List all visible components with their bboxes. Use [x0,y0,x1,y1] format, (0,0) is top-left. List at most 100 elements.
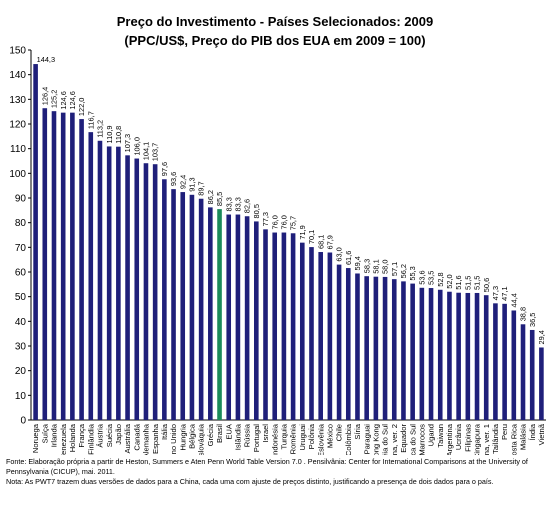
category-label: Equador [399,424,408,453]
category-label: Indonésia [270,423,279,455]
category-label: Marrocos [417,424,426,455]
y-tick-label: 110 [10,144,26,155]
bar [70,112,75,421]
value-label: 85,5 [215,192,224,206]
bar [502,303,507,420]
value-label: 104,1 [142,142,151,161]
y-tick-label: 10 [15,391,27,402]
bar [465,292,471,420]
bar [180,192,186,420]
category-label: Romênia [289,423,298,454]
value-label: 71,9 [298,225,307,239]
category-label: Islândia [234,423,243,450]
bar [483,295,489,420]
bar [419,287,425,420]
value-label: 110,8 [114,126,123,144]
value-label: 122,0 [77,98,86,117]
category-label: Eslovênia [316,423,325,455]
category-label: China, ver. 1 [482,424,491,455]
bar [401,281,406,420]
value-label: 51,6 [454,275,463,289]
category-label: Finlândia [86,423,95,455]
bar [208,207,213,420]
bar [364,276,369,420]
value-label: 86,2 [206,190,215,204]
value-label: 83,3 [224,197,233,211]
category-label: Itália [160,423,169,440]
category-label: Índia [528,423,537,440]
bar [391,279,397,420]
value-label: 53,6 [417,270,426,284]
category-label: Polônia [307,423,316,449]
y-tick-label: 30 [15,342,27,353]
category-label: Peru [500,424,509,440]
value-label: 91,3 [188,177,197,191]
y-tick-label: 120 [9,120,26,131]
y-tick-label: 150 [9,46,26,57]
value-label: 36,5 [528,313,537,327]
bar [520,324,526,420]
value-label: 110,9 [105,125,114,143]
bar [143,163,149,420]
value-label: 125,2 [50,90,59,109]
value-label: 126,4 [40,87,49,106]
bar [529,329,535,420]
category-label: Ugand [427,424,436,446]
bar [263,229,268,420]
bar [235,214,241,420]
y-tick-label: 70 [15,243,27,254]
value-label: 113,2 [96,120,105,138]
chart-subtitle: (PPC/US$, Preço do PIB dos EUA em 2009 =… [124,33,426,48]
category-label: Coréia do Sul [381,424,390,455]
bar [318,252,323,420]
value-label: 58,1 [371,259,380,273]
category-label: Noruega [31,423,40,453]
y-tick-label: 90 [15,194,27,205]
category-label: Uruguai [298,424,307,451]
bar [474,292,480,420]
category-label: Austrália [123,423,132,453]
category-label: África do Sul [408,424,417,455]
bar [493,303,498,420]
category-label: Vietnã [537,423,546,445]
value-label: 93,6 [169,172,178,186]
bar [281,232,287,420]
bar [189,194,195,420]
bar [272,232,278,420]
bar [410,283,415,420]
bar [42,108,48,421]
category-label: Filipinas [463,424,472,452]
bar [254,221,259,420]
category-label: México [325,424,334,448]
value-label: 68,1 [316,235,325,249]
value-label: 76,0 [280,215,289,229]
value-label: 144,3 [37,55,56,64]
y-tick-label: 40 [15,317,27,328]
bar [299,242,305,420]
category-label: Suécia [105,423,114,447]
bar [437,289,443,420]
category-label: Rússia [243,423,252,447]
bar [33,64,38,420]
value-label: 47,1 [500,286,509,300]
category-label: Síria [353,423,362,439]
value-label: 51,5 [463,276,472,290]
y-tick-label: 100 [9,169,26,180]
value-label: 82,6 [243,199,252,213]
bar [511,310,517,420]
category-label: Israel [261,424,270,443]
value-label: 29,4 [537,330,546,344]
bar [355,273,360,420]
y-tick-label: 60 [15,268,27,279]
bar [198,198,204,420]
value-label: 124,6 [68,91,77,110]
value-label: 47,3 [491,286,500,300]
category-label: Áustria [96,423,105,447]
category-label: Argentina [445,423,454,455]
bar-highlight [217,209,222,420]
value-label: 103,7 [151,143,160,162]
category-label: Hungria [178,423,187,450]
bar [106,146,112,420]
category-label: China, ver. 2 [390,424,399,455]
